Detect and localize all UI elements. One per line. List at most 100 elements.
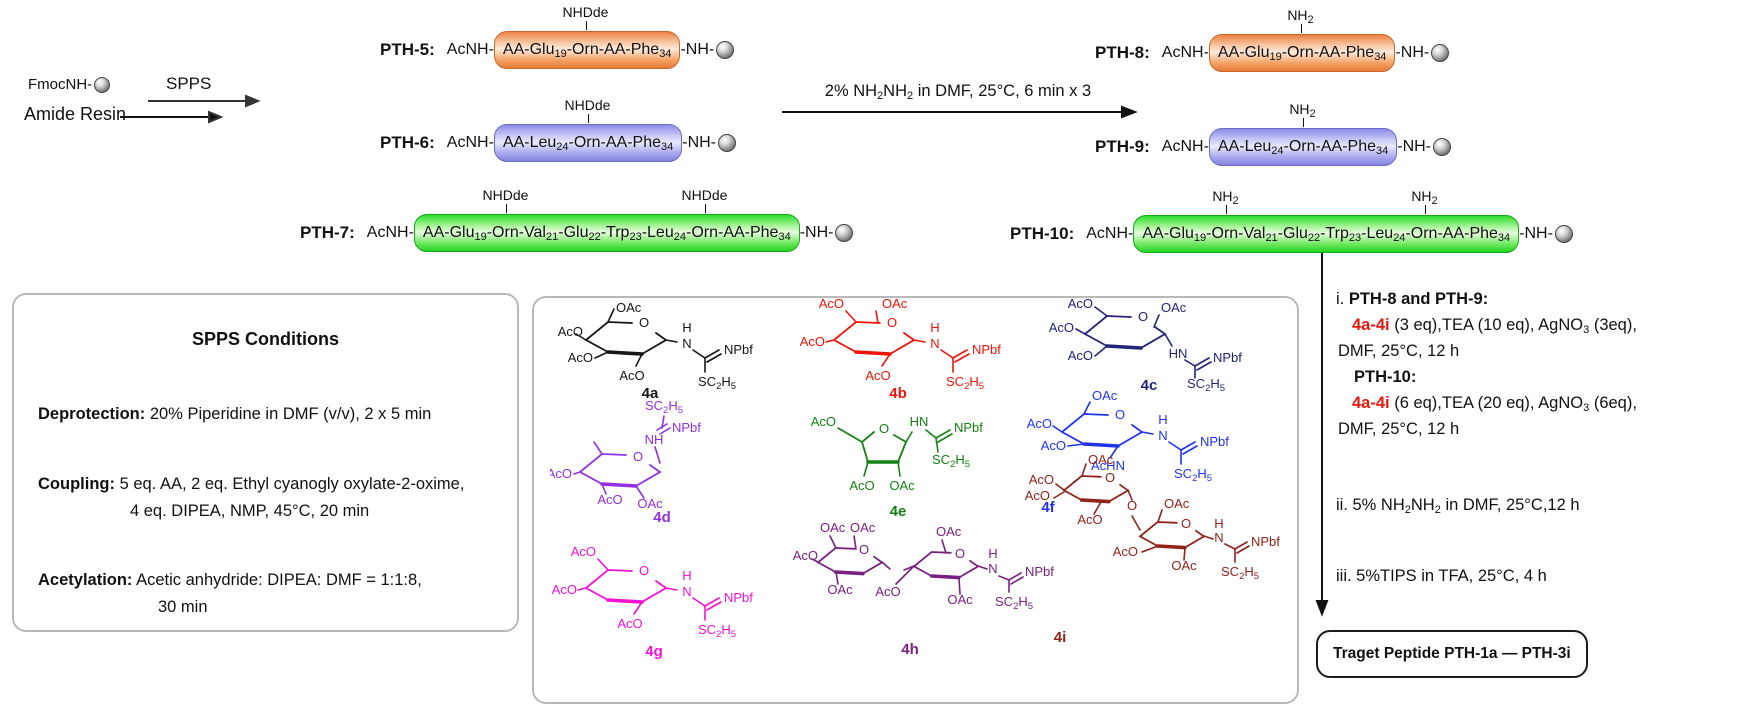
sugar-bond bbox=[661, 415, 665, 429]
sugar-ring bbox=[816, 547, 884, 575]
tag-bond-tick bbox=[1424, 205, 1426, 214]
sugar-bond bbox=[1055, 483, 1065, 491]
sugar-bond bbox=[1094, 306, 1108, 317]
sugar-4g-label-1: AcO bbox=[552, 582, 577, 597]
sugar-bond bbox=[875, 310, 879, 324]
sugar-4b-label-4: O bbox=[887, 315, 897, 330]
sugar-4c-label-1: AcO bbox=[1049, 320, 1074, 335]
sugar-bond bbox=[1109, 445, 1119, 459]
sugar-bond bbox=[881, 353, 891, 367]
sugar-4g-label-2: AcO bbox=[617, 616, 642, 631]
sugar-4d-label-2: NH bbox=[645, 432, 664, 447]
sequence-highlight-box: AA-Glu19-Orn-Val21-Glu22-Trp23-Leu24-Orn… bbox=[413, 214, 800, 252]
sugar-id-4a: 4a bbox=[642, 385, 659, 400]
spps-arrow bbox=[120, 94, 261, 124]
sugar-bond bbox=[635, 485, 645, 499]
sugar-4g-label-5: N bbox=[682, 584, 691, 599]
sugar-4f-label-0: OAc bbox=[1092, 388, 1118, 403]
sugar-bond bbox=[940, 349, 954, 359]
sugar-4i-label-10: H bbox=[1214, 516, 1223, 531]
sugar-ring bbox=[1060, 413, 1144, 447]
step-i-line: 4a-4i (6 eq),TEA (20 eq), AgNO3 (6eq), bbox=[1336, 390, 1637, 416]
sugar-4f-label-1: AcO bbox=[1027, 416, 1052, 431]
sugar-bond bbox=[977, 565, 988, 570]
tag-bond-tick bbox=[704, 204, 706, 213]
peptide-name: PTH-6: bbox=[380, 133, 435, 152]
sugar-bond bbox=[1008, 572, 1022, 581]
sequence-suffix: -NH- bbox=[680, 41, 715, 58]
sugar-bond bbox=[1157, 509, 1163, 523]
spps-arrow-label: SPPS bbox=[166, 74, 212, 93]
sugar-4g-label-6: NPbf bbox=[724, 590, 753, 605]
hydrazine-conditions-label: 2% NH2NH2 in DMF, 25°C, 6 min x 3 bbox=[824, 82, 1092, 102]
sugar-bond bbox=[958, 577, 961, 595]
sugar-bond bbox=[1196, 361, 1212, 371]
sugar-4h-label-9: H bbox=[988, 546, 997, 561]
spps-condition-item: Deprotection: 20% Piperidine in DMF (v/v… bbox=[38, 405, 432, 423]
sugar-ring bbox=[1138, 521, 1206, 549]
sugar-4b-label-1: OAc bbox=[882, 296, 908, 311]
sugar-4h-label-5: OAc bbox=[936, 524, 962, 539]
sugar-bond bbox=[635, 353, 643, 367]
tag-bond-tick bbox=[587, 114, 589, 123]
donor-range-ref: 4a-4i bbox=[1352, 394, 1390, 412]
peptide-name: PTH-5: bbox=[380, 40, 435, 59]
sugar-4d-label-5: AcO bbox=[597, 492, 622, 507]
sugar-4b-label-3: AcO bbox=[865, 368, 890, 383]
spps-condition-item: Coupling: 5 eq. AA, 2 eq. Ethyl cyanogly… bbox=[38, 475, 465, 520]
sugar-4e-label-1: O bbox=[879, 421, 889, 436]
sugar-4c-label-0: AcO bbox=[1068, 296, 1093, 311]
sugar-4i-label-12: NPbf bbox=[1251, 534, 1280, 549]
sugar-bond bbox=[1093, 501, 1102, 515]
sugar-ring bbox=[1083, 315, 1167, 349]
sugar-bond bbox=[654, 446, 661, 464]
sugar-4a-label-5: H bbox=[682, 320, 691, 335]
sequence-suffix: -NH- bbox=[682, 134, 716, 151]
sugar-4i-label-3: AcO bbox=[1077, 512, 1102, 527]
sugar-4d-label-1: NPbf bbox=[672, 420, 701, 435]
resin-sphere-icon bbox=[718, 134, 736, 152]
sequence-prefix: AcNH- bbox=[1161, 138, 1209, 155]
sugar-bond bbox=[845, 310, 857, 323]
peptide-name: PTH-10: bbox=[1010, 224, 1075, 243]
condition-text: (3 eq),TEA (10 eq), AgNO3 (3eq), bbox=[1389, 316, 1637, 336]
tag-bond-tick bbox=[1300, 24, 1302, 33]
sugar-4f-label-2: AcO bbox=[1041, 438, 1066, 453]
sugar-4h-label-11: NPbf bbox=[1025, 564, 1054, 579]
peptide-row-PTH-10: PTH-10: AcNH- AA-Glu19-Orn-Val21-Glu22-Trp… bbox=[1010, 188, 1573, 256]
step-i-line: 4a-4i (3 eq),TEA (10 eq), AgNO3 (3eq), bbox=[1336, 312, 1637, 338]
sequence-highlight-box: AA-Leu24-Orn-AA-Phe34 bbox=[493, 124, 683, 162]
resin-sphere-icon bbox=[1554, 225, 1573, 243]
sugar-ring-bold-edge bbox=[1155, 544, 1187, 550]
sugar-bond bbox=[895, 565, 915, 585]
sequence-prefix: AcNH- bbox=[446, 41, 494, 58]
sugar-ring-bold-edge bbox=[854, 350, 892, 356]
sugar-4g-label-0: AcO bbox=[571, 544, 596, 559]
sequence-suffix: -NH- bbox=[1397, 138, 1431, 155]
sugar-bond bbox=[601, 483, 607, 495]
sugar-4c-label-6: NPbf bbox=[1213, 350, 1242, 365]
sugar-4f-label-5: H bbox=[1158, 412, 1167, 427]
sugar-4a-label-8: SC2​H5​ bbox=[698, 374, 736, 392]
spps-conditions-box: SPPS Conditions Deprotection: 20% Piperi… bbox=[12, 293, 519, 632]
sugar-4c-label-5: HN bbox=[1169, 346, 1188, 361]
sugar-bond bbox=[575, 333, 587, 341]
sequence-prefix: AcNH- bbox=[446, 134, 494, 151]
step-i-line: PTH-10: bbox=[1336, 364, 1637, 390]
resin-sphere-icon bbox=[1433, 138, 1451, 156]
sugar-id-4d: 4d bbox=[653, 509, 671, 524]
resin-sphere-icon bbox=[835, 224, 854, 242]
sugar-bond bbox=[1127, 489, 1133, 501]
sugar-4i-label-7: AcO bbox=[1113, 544, 1138, 559]
sugar-bond bbox=[1131, 515, 1141, 531]
sugar-tile-4c: AcO AcO AcO OAc O HN NPbf SC2​H5​ 4c bbox=[1049, 296, 1243, 394]
sugar-ring-bold-edge bbox=[1105, 344, 1143, 350]
sugar-bond bbox=[863, 461, 869, 477]
sugar-bond bbox=[1141, 431, 1154, 435]
sugar-bond bbox=[665, 339, 678, 343]
sugar-ring bbox=[912, 551, 980, 579]
sugar-bond bbox=[1194, 357, 1210, 367]
sugar-bond bbox=[1183, 547, 1186, 561]
